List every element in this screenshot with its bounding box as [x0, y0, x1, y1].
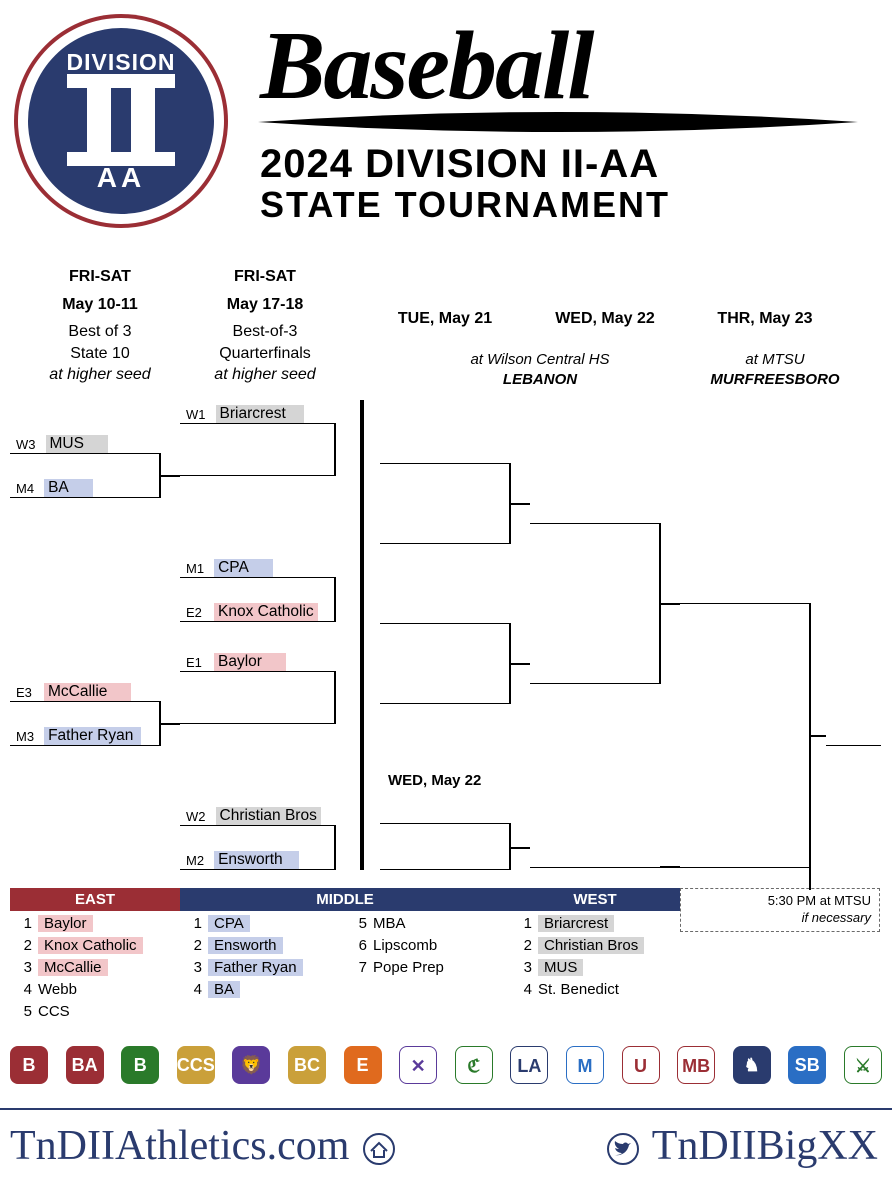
- home-icon: [360, 1130, 398, 1168]
- semi-slot-4: [380, 680, 510, 704]
- title-baseball: Baseball: [260, 10, 592, 122]
- champion-slot: [826, 722, 881, 746]
- semi-slot-2: [380, 520, 510, 544]
- footer-site-text[interactable]: TnDIIAthletics.com: [10, 1123, 349, 1169]
- twitter-icon: [604, 1130, 642, 1168]
- loser-slot-2: [380, 846, 510, 870]
- team-logo-icon: SB: [788, 1046, 826, 1084]
- title-state-tournament: STATE TOURNAMENT: [260, 184, 670, 226]
- connector: [810, 735, 826, 737]
- division-ii-badge: DIVISION AA: [18, 18, 224, 224]
- r4-slot-2: [530, 660, 660, 684]
- logo-division-text: DIVISION: [67, 49, 176, 76]
- final-slot-2: [680, 844, 810, 868]
- venue-murfreesboro: at MTSUMURFREESBORO: [680, 350, 870, 389]
- connector: [660, 866, 680, 868]
- team-logo-icon: ⚔: [844, 1046, 882, 1084]
- venue-lebanon: at Wilson Central HSLEBANON: [430, 350, 650, 389]
- qf-slot-4: E2Knox Catholic: [180, 598, 335, 622]
- team-logo-icon: ♞: [733, 1046, 771, 1084]
- semi-slot-1: [380, 440, 510, 464]
- roman-ii-icon: [61, 74, 181, 166]
- col1-header: FRI-SAT May 10-11 Best of 3 State 10 at …: [30, 266, 170, 386]
- footer-site: TnDIIAthletics.com: [10, 1122, 398, 1170]
- r1-slot-4: M3Father Ryan: [10, 722, 160, 746]
- team-logo-icon: B: [121, 1046, 159, 1084]
- connector: [660, 603, 680, 605]
- team-logo-icon: LA: [510, 1046, 548, 1084]
- team-logo-icon: B: [10, 1046, 48, 1084]
- qf-slot-3: M1CPA: [180, 554, 335, 578]
- connector: [510, 663, 530, 665]
- title-year-division: 2024 DIVISION II-AA: [260, 142, 659, 187]
- connector: [334, 577, 336, 622]
- team-logo-icon: ✕: [399, 1046, 437, 1084]
- if-necessary-box: 5:30 PM at MTSU if necessary: [680, 888, 880, 932]
- col4-header: WED, May 22: [540, 308, 670, 330]
- team-logos-row: B BA B CCS 🦁 BC E ✕ ℭ LA MU MB ♞ SB ⚔: [10, 1046, 882, 1084]
- connector: [334, 671, 336, 724]
- loser-bracket-date: WED, May 22: [388, 772, 481, 789]
- east-rows: 1Baylor 2Knox Catholic 3McCallie 4Webb 5…: [10, 912, 180, 1022]
- r4-loser-slot: [530, 844, 660, 868]
- team-logo-icon: BC: [288, 1046, 326, 1084]
- r4-slot-1: [530, 500, 660, 524]
- west-header: WEST: [510, 888, 680, 911]
- middle-header: MIDDLE: [180, 888, 510, 911]
- west-rows: 1Briarcrest 2Christian Bros 3MUS 4St. Be…: [510, 912, 680, 1000]
- footer-twitter-text[interactable]: TnDIIBigXX: [652, 1123, 878, 1169]
- team-logo-icon: BA: [66, 1046, 104, 1084]
- col3-header: TUE, May 21: [380, 308, 510, 330]
- connector: [334, 825, 336, 870]
- footer-twitter: TnDIIBigXX: [604, 1122, 878, 1170]
- baseball-swoosh-icon: [258, 108, 858, 136]
- r1-slot-3: E3McCallie: [10, 678, 160, 702]
- team-logo-icon: CCS: [177, 1046, 215, 1084]
- qf-slot-7: W2Christian Bros: [180, 802, 335, 826]
- qf-slot-8: M2Ensworth: [180, 846, 335, 870]
- connector: [160, 475, 180, 477]
- team-logo-icon: ℭ: [455, 1046, 493, 1084]
- connector: [809, 868, 811, 890]
- team-logo-icon: E: [344, 1046, 382, 1084]
- east-header: EAST: [10, 888, 180, 911]
- middle-rows-a: 1CPA 2Ensworth 3Father Ryan 4BA: [180, 912, 345, 1000]
- logo-aa-text: AA: [97, 162, 145, 194]
- semi-slot-3: [380, 600, 510, 624]
- team-logo-icon: U: [622, 1046, 660, 1084]
- connector: [510, 847, 530, 849]
- phase-divider: [360, 400, 364, 870]
- connector: [160, 723, 180, 725]
- middle-rows-b: 5MBA 6Lipscomb 7Pope Prep: [345, 912, 510, 978]
- col2-header: FRI-SAT May 17-18 Best-of-3 Quarterfinal…: [195, 266, 335, 386]
- connector: [510, 503, 530, 505]
- col5-header: THR, May 23: [700, 308, 830, 330]
- team-logo-icon: 🦁: [232, 1046, 270, 1084]
- qf-slot-5: E1Baylor: [180, 648, 335, 672]
- qf-slot-1: W1Briarcrest: [180, 400, 335, 424]
- r1-slot-2: M4BA: [10, 474, 160, 498]
- r1-slot-1: W3MUS: [10, 430, 160, 454]
- team-logo-icon: MB: [677, 1046, 715, 1084]
- loser-slot-1: [380, 800, 510, 824]
- final-slot-1: [680, 580, 810, 604]
- qf-slot-6: [180, 700, 335, 724]
- connector: [334, 423, 336, 476]
- team-logo-icon: M: [566, 1046, 604, 1084]
- qf-slot-2: [180, 452, 335, 476]
